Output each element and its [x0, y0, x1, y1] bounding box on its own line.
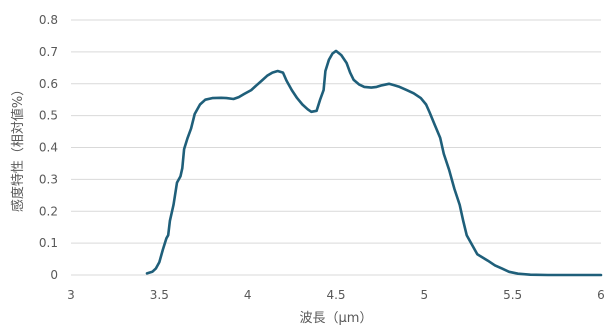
- y-axis-title: 感度特性（相対値%）: [10, 83, 26, 212]
- y-tick-label: 0.5: [39, 109, 58, 123]
- y-tick-label: 0.6: [39, 77, 58, 91]
- x-axis-tick-labels: 3 3.5 4 4.5 5 5.5 6: [67, 288, 605, 302]
- y-tick-label: 0.2: [39, 204, 58, 218]
- series-line-0: [145, 49, 603, 277]
- x-tick-label: 3.5: [150, 288, 169, 302]
- data-series: [145, 49, 603, 277]
- x-tick-label: 5.5: [503, 288, 522, 302]
- x-axis-title: 波長（μm）: [300, 311, 373, 326]
- y-tick-label: 0: [50, 268, 58, 282]
- x-tick-label: 4: [244, 288, 252, 302]
- y-tick-label: 0.4: [39, 141, 58, 155]
- gridlines: [71, 19, 601, 276]
- x-tick-label: 6: [597, 288, 605, 302]
- y-tick-label: 0.8: [39, 13, 58, 27]
- y-tick-label: 0.1: [39, 236, 58, 250]
- y-axis-tick-labels: 0 0.1 0.2 0.3 0.4 0.5 0.6 0.7 0.8: [39, 13, 58, 282]
- y-tick-label: 0.3: [39, 172, 58, 186]
- x-tick-label: 3: [67, 288, 75, 302]
- x-tick-label: 5: [421, 288, 429, 302]
- x-tick-label: 4.5: [326, 288, 345, 302]
- y-tick-label: 0.7: [39, 45, 58, 59]
